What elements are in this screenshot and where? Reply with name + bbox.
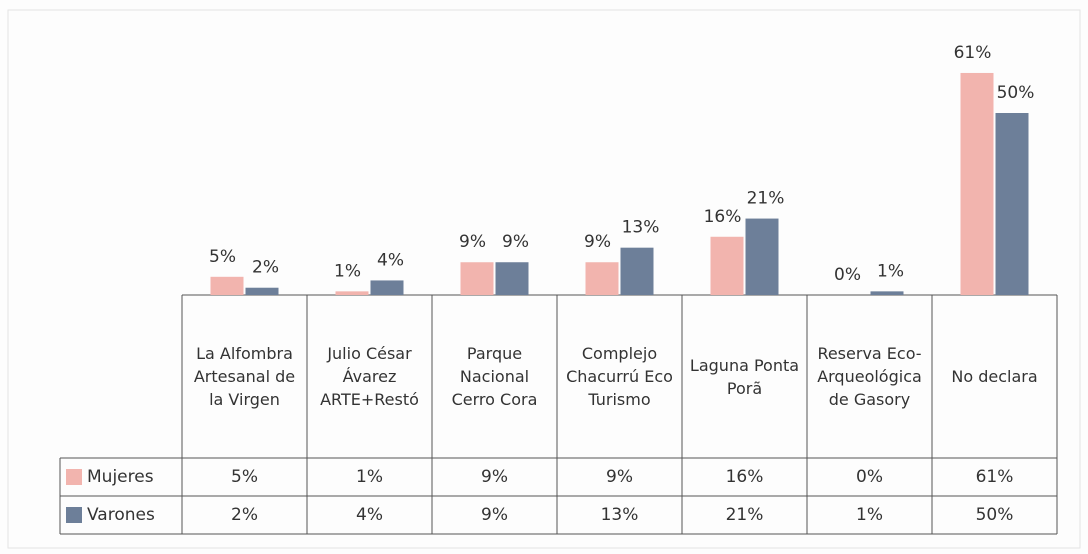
table-value: 21% (726, 505, 764, 525)
data-label: 16% (704, 207, 742, 227)
table-value: 4% (356, 505, 383, 525)
data-label: 9% (584, 232, 611, 252)
table-value: 9% (481, 467, 508, 487)
category-label: Laguna Ponta Porã (689, 355, 800, 398)
table-value: 0% (856, 467, 883, 487)
category-label: Reserva Eco-Arqueológica de Gasory (817, 344, 922, 409)
data-label: 0% (834, 265, 861, 285)
bar (460, 262, 494, 295)
bar (620, 247, 654, 295)
data-label: 9% (502, 232, 529, 252)
legend-swatch (66, 507, 82, 523)
data-label: 5% (209, 247, 236, 267)
bar (870, 291, 904, 295)
category-label: Parque Nacional Cerro Cora (451, 344, 538, 409)
table-value: 50% (976, 505, 1014, 525)
data-label: 61% (954, 43, 992, 63)
table-value: 61% (976, 467, 1014, 487)
table-value: 9% (481, 505, 508, 525)
bar (495, 262, 529, 295)
table-value: 9% (606, 467, 633, 487)
bar (370, 280, 404, 295)
data-label: 2% (252, 258, 279, 278)
data-label: 21% (747, 189, 785, 209)
legend-swatch (66, 469, 82, 485)
table-value: 16% (726, 467, 764, 487)
data-label: 50% (997, 83, 1035, 103)
data-label: 1% (334, 261, 361, 281)
bar (210, 276, 244, 295)
data-label: 1% (877, 261, 904, 281)
bar (585, 262, 619, 295)
data-label: 4% (377, 250, 404, 270)
data-label: 13% (622, 218, 660, 238)
table-value: 1% (856, 505, 883, 525)
category-label: Complejo Chacurrú Eco Turismo (566, 344, 673, 409)
bar (960, 72, 994, 296)
bar (245, 287, 279, 295)
table-value: 1% (356, 467, 383, 487)
legend-label: Mujeres (87, 467, 154, 487)
category-label: Julio César Ávarez ARTE+Restó (320, 344, 419, 409)
bar (710, 236, 744, 295)
category-label: No declara (951, 367, 1038, 386)
bar (745, 218, 779, 295)
legend-label: Varones (87, 505, 155, 525)
bar (995, 113, 1029, 295)
table-value: 2% (231, 505, 258, 525)
table-value: 5% (231, 467, 258, 487)
data-label: 9% (459, 232, 486, 252)
frame (7, 9, 1081, 549)
bar (335, 291, 369, 295)
table-value: 13% (601, 505, 639, 525)
category-label: La Alfombra Artesanal de la Virgen (193, 344, 296, 409)
